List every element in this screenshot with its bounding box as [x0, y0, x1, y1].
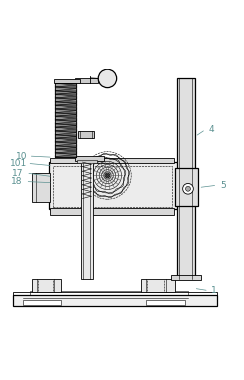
Polygon shape: [55, 151, 76, 153]
Bar: [53, 166, 172, 207]
Circle shape: [186, 186, 190, 191]
Polygon shape: [55, 85, 76, 87]
Polygon shape: [55, 147, 76, 149]
Circle shape: [105, 173, 110, 178]
Bar: [13, 292, 217, 295]
Polygon shape: [55, 142, 76, 144]
Circle shape: [183, 184, 193, 194]
Bar: [146, 300, 185, 305]
Polygon shape: [55, 131, 76, 133]
Circle shape: [106, 174, 109, 177]
Polygon shape: [55, 103, 76, 105]
Polygon shape: [55, 89, 76, 90]
Bar: [75, 78, 98, 83]
Polygon shape: [55, 124, 76, 125]
Bar: [32, 173, 51, 202]
Polygon shape: [55, 129, 76, 131]
Polygon shape: [55, 116, 76, 118]
Polygon shape: [55, 112, 76, 114]
Polygon shape: [55, 94, 76, 96]
Bar: [75, 155, 104, 161]
Polygon shape: [55, 155, 76, 157]
Text: 5: 5: [220, 180, 225, 190]
Polygon shape: [55, 105, 76, 107]
Text: 10: 10: [16, 152, 27, 160]
Text: 101: 101: [10, 159, 27, 168]
Polygon shape: [55, 96, 76, 98]
Polygon shape: [55, 138, 76, 140]
Polygon shape: [55, 127, 76, 129]
Polygon shape: [55, 120, 76, 122]
Polygon shape: [55, 90, 76, 92]
Bar: [142, 279, 175, 292]
Polygon shape: [55, 144, 76, 146]
Bar: [51, 158, 174, 163]
Polygon shape: [55, 136, 76, 138]
Text: 1: 1: [211, 286, 217, 295]
Bar: [78, 131, 94, 138]
Polygon shape: [55, 101, 76, 103]
Bar: [32, 279, 61, 292]
Text: 18: 18: [11, 177, 23, 186]
Polygon shape: [55, 109, 76, 111]
Polygon shape: [55, 153, 76, 155]
Circle shape: [98, 69, 117, 88]
Polygon shape: [55, 122, 76, 124]
Bar: [171, 275, 201, 280]
Polygon shape: [55, 146, 76, 147]
Text: 4: 4: [209, 125, 214, 134]
Polygon shape: [55, 83, 76, 85]
Polygon shape: [55, 98, 76, 100]
Polygon shape: [55, 92, 76, 94]
Polygon shape: [55, 135, 76, 136]
Bar: [177, 78, 195, 279]
Bar: [77, 160, 97, 163]
Polygon shape: [55, 118, 76, 120]
Bar: [175, 168, 198, 206]
Bar: [22, 300, 61, 305]
Polygon shape: [55, 111, 76, 112]
Polygon shape: [55, 114, 76, 116]
Text: 17: 17: [12, 168, 24, 177]
Bar: [51, 208, 174, 215]
Polygon shape: [55, 133, 76, 135]
Bar: [30, 291, 187, 295]
Polygon shape: [55, 87, 76, 89]
Bar: [13, 295, 217, 306]
Polygon shape: [55, 149, 76, 151]
Polygon shape: [55, 140, 76, 142]
Bar: [81, 157, 93, 279]
Polygon shape: [55, 100, 76, 101]
Polygon shape: [55, 125, 76, 127]
Bar: [49, 162, 178, 209]
Polygon shape: [55, 107, 76, 109]
Bar: [54, 79, 80, 83]
